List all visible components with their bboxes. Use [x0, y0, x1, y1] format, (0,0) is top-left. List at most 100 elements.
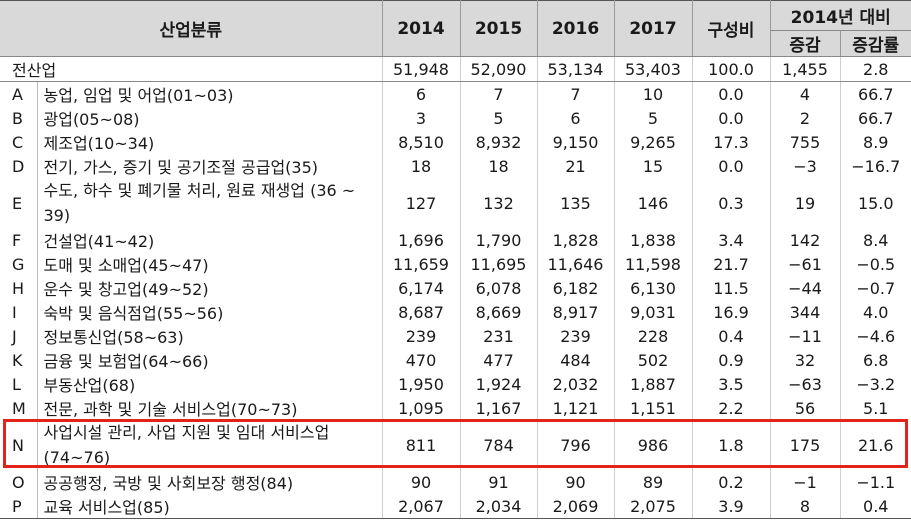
value-cell: 1,167 — [460, 396, 538, 420]
value-cell: 5.1 — [863, 398, 889, 418]
value-cell: 3.5 — [692, 372, 771, 396]
table-row: C 제조업(10~34) 8,510 8,932 9,150 9,265 17.3 755 8.… — [0, 130, 911, 154]
value-cell: 15.0 — [857, 193, 894, 213]
value-cell: 6,174 — [382, 276, 461, 300]
value-cell: 2,075 — [614, 494, 693, 519]
value-cell: 56 — [770, 396, 841, 420]
industry-name: 숙박 및 음식점업(55~56) — [37, 300, 383, 324]
value-cell: 986 — [614, 420, 693, 470]
table-row: J 정보통신업(58~63) 239 231 239 228 0.4 −11 −4.6 — [0, 324, 911, 348]
value-cell: 8,510 — [382, 130, 461, 154]
value-cell: 239 — [382, 324, 461, 348]
value-cell: 4 — [770, 81, 841, 106]
industry-name: 건설업(41~42) — [37, 228, 383, 252]
year-header: 2016 — [537, 0, 615, 57]
industry-code: L — [0, 372, 38, 396]
industry-code: D — [0, 154, 38, 178]
value-cell: 2 — [770, 106, 841, 130]
value-cell: 344 — [770, 300, 841, 324]
value-cell: 146 — [614, 178, 693, 228]
value-cell: 135 — [537, 178, 615, 228]
table-row: L 부동산업(68) 1,950 1,924 2,032 1,887 3.5 −63 −3.2 — [0, 372, 911, 396]
value-cell: 8,932 — [460, 130, 538, 154]
value-cell: −61 — [770, 252, 841, 276]
value-cell: 228 — [614, 324, 693, 348]
value-cell: 0.4 — [840, 494, 911, 519]
total-cell: 2.8 — [840, 56, 911, 82]
value-cell: 1,838 — [614, 228, 693, 252]
value-cell: 91 — [460, 470, 538, 494]
value-cell: 11,695 — [460, 252, 538, 276]
value-cell: 142 — [770, 228, 841, 252]
industry-name: 농업, 임업 및 어업(01~03) — [37, 81, 383, 106]
industry-name: 제조업(10~34) — [37, 130, 383, 154]
value-cell: 231 — [460, 324, 538, 348]
total-cell: 53,134 — [537, 56, 615, 82]
industry-code: O — [0, 470, 38, 494]
value-cell: −0.5 — [856, 254, 896, 274]
industry-name: 도매 및 소매업(45~47) — [37, 252, 383, 276]
value-cell: 8,687 — [382, 300, 461, 324]
value-cell: −11 — [770, 324, 841, 348]
value-cell: 0.3 — [692, 178, 771, 228]
value-cell: 19 — [770, 178, 841, 228]
value-cell: 8 — [770, 494, 841, 519]
value-cell: 11,646 — [537, 252, 615, 276]
value-cell: 2.2 — [692, 396, 771, 420]
table-row: F 건설업(41~42) 1,696 1,790 1,828 1,838 3.4 142 8.4 — [0, 228, 911, 252]
industry-name: 운수 및 창고업(49~52) — [37, 276, 383, 300]
value-cell: 8,669 — [460, 300, 538, 324]
table-row: D 전기, 가스, 증기 및 공기조절 공급업(35) 18 18 21 15 0.0 −3−… — [0, 154, 911, 178]
table-row: A 농업, 임업 및 어업(01~03) 6 7 7 10 0.0 4 66.7 — [0, 81, 911, 106]
value-cell: 9,265 — [614, 130, 693, 154]
table-row: M 전문, 과학 및 기술 서비스업(70~73) 1,095 1,167 1,121 1… — [0, 396, 911, 420]
value-cell: 15 — [614, 154, 693, 178]
industry-name: 수도, 하수 및 폐기물 처리, 원료 재생업 (36 ~ 39) — [37, 178, 383, 228]
table-row: H 운수 및 창고업(49~52) 6,174 6,078 6,182 6,130 11.5… — [0, 276, 911, 300]
industry-code: G — [0, 252, 38, 276]
value-cell: −44 — [770, 276, 841, 300]
total-cell: 51,948 — [382, 56, 461, 82]
share-header: 구성비 — [692, 0, 771, 57]
value-cell: 11,598 — [614, 252, 693, 276]
value-cell: 127 — [382, 178, 461, 228]
value-cell: 6,078 — [460, 276, 538, 300]
value-cell: 3 — [382, 106, 461, 130]
value-cell: 8.4 — [863, 230, 889, 250]
value-cell: 6 — [382, 81, 461, 106]
industry-name: 전기, 가스, 증기 및 공기조절 공급업(35) — [37, 154, 383, 178]
industry-code: J — [0, 324, 38, 348]
value-cell: 796 — [537, 420, 615, 470]
value-cell: 21.6 — [857, 435, 894, 455]
value-cell: 10 — [614, 81, 693, 106]
value-cell: −0.7 — [856, 278, 896, 298]
change-rate-header: 증감률 — [840, 30, 911, 57]
value-cell: 811 — [382, 420, 461, 470]
value-cell: 0.2 — [692, 470, 771, 494]
industry-name: 광업(05~08) — [37, 106, 383, 130]
industry-name: 금융 및 보험업(64~66) — [37, 348, 383, 372]
value-cell: 6 — [537, 106, 615, 130]
value-cell: 1,950 — [382, 372, 461, 396]
total-cell: 53,403 — [614, 56, 693, 82]
value-cell: 1,924 — [460, 372, 538, 396]
table-row: I 숙박 및 음식점업(55~56) 8,687 8,669 8,917 9,031 16.… — [0, 300, 911, 324]
industry-code: N — [0, 420, 38, 470]
value-cell: −3 — [770, 154, 841, 178]
value-cell: 1,828 — [537, 228, 615, 252]
value-cell: 21.7 — [692, 252, 771, 276]
value-cell: 2,069 — [537, 494, 615, 519]
value-cell: 0.0 — [692, 81, 771, 106]
value-cell: 90 — [382, 470, 461, 494]
industry-code: K — [0, 348, 38, 372]
value-cell: 755 — [770, 130, 841, 154]
value-cell: 502 — [614, 348, 693, 372]
industry-code: H — [0, 276, 38, 300]
value-cell: 5 — [460, 106, 538, 130]
industry-code: A — [0, 81, 38, 106]
total-row: 전산업 51,948 52,090 53,134 53,403 100.0 1,… — [0, 56, 911, 82]
value-cell: 17.3 — [692, 130, 771, 154]
value-cell: 90 — [537, 470, 615, 494]
value-cell: 1,151 — [614, 396, 693, 420]
year-header: 2014 — [382, 0, 461, 57]
